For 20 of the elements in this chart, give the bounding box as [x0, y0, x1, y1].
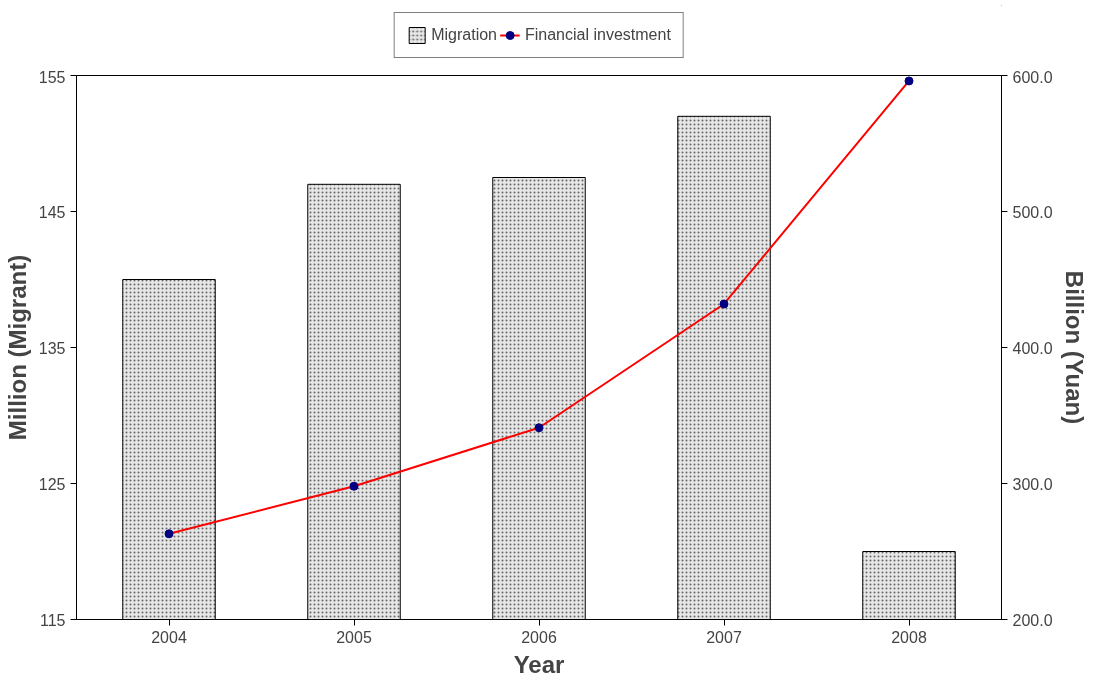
y2-tick-label: 200.0	[1012, 611, 1053, 629]
y2-tick-label: 600.0	[1012, 68, 1053, 86]
y2-tick-label: 500.0	[1012, 203, 1053, 221]
x-tick-label: 2006	[521, 628, 557, 646]
x-axis-title: Year	[513, 650, 565, 678]
y-tick-label: 135	[38, 339, 66, 357]
y-axis-title: Million (Migrant)	[3, 254, 31, 441]
y-tick-label: 145	[38, 203, 66, 221]
y2-tick-label: 300.0	[1012, 475, 1053, 493]
y-tick-label: 155	[38, 68, 66, 86]
y2-tick-label: 400.0	[1012, 339, 1053, 357]
legend-label: Financial investment	[524, 26, 671, 44]
y-tick-label: 125	[38, 475, 66, 493]
x-tick-label: 2008	[891, 628, 927, 646]
legend-label: Migration	[431, 26, 497, 44]
y-tick-label: 115	[39, 611, 66, 629]
x-tick-label: 2004	[151, 628, 187, 646]
x-tick-label: 2005	[336, 628, 372, 646]
y2-axis-title: Billion (Yuan)	[1060, 270, 1088, 425]
x-tick-label: 2007	[706, 628, 742, 646]
